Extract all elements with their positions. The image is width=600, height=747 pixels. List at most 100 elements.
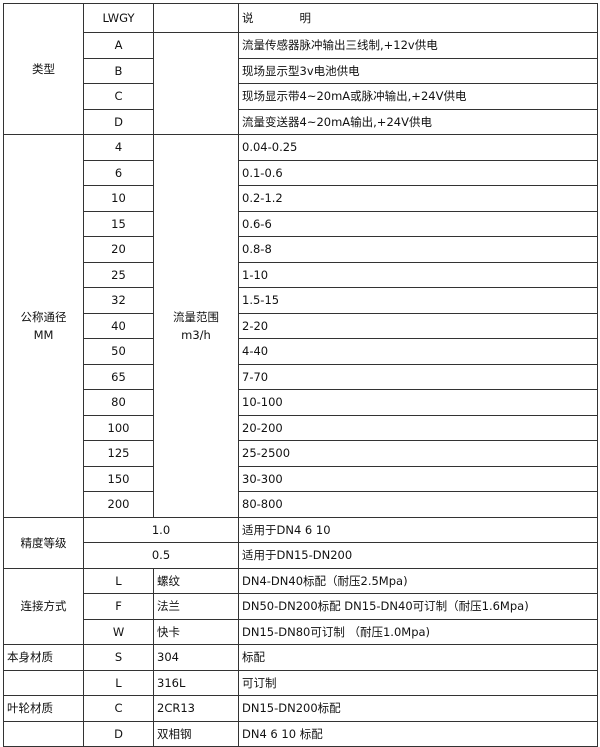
diameter-value: 32: [83, 287, 154, 314]
table-row: 40 2-20: [4, 312, 598, 339]
accuracy-description: 适用于DN4 6 10: [238, 516, 598, 543]
table-row: 6 0.1-0.6: [4, 159, 598, 186]
body-material-description: 标配: [238, 644, 598, 671]
flow-range-value: 0.8-8: [238, 236, 598, 263]
connection-description: DN50-DN200标配 DN15-DN40可订制（耐压1.6Mpa): [238, 593, 598, 620]
flow-range-value: 0.1-0.6: [238, 159, 598, 186]
table-row: 150 30-300: [4, 465, 598, 492]
accuracy-label: 精度等级: [3, 516, 84, 569]
flow-range-value: 7-70: [238, 363, 598, 390]
table-row: D 流量变送器4~20mA输出,+24V供电: [4, 108, 598, 135]
connection-name: 法兰: [153, 593, 239, 620]
flow-range-value: 0.2-1.2: [238, 185, 598, 212]
connection-label: 连接方式: [3, 567, 84, 645]
accuracy-description: 适用于DN15-DN200: [238, 542, 598, 569]
diameter-label: 公称通径 MM: [3, 134, 84, 518]
connection-code: L: [83, 567, 154, 594]
table-row: A 流量传感器脉冲输出三线制,+12v供电: [4, 32, 598, 135]
table-row: 10 0.2-1.2: [4, 185, 598, 212]
flow-range-label: 流量范围 m3/h: [153, 134, 239, 518]
table-row: F 法兰 DN50-DN200标配 DN15-DN40可订制（耐压1.6Mpa): [4, 593, 598, 620]
diameter-value: 100: [83, 414, 154, 441]
diameter-value: 65: [83, 363, 154, 390]
body-material-label: 本身材质: [3, 644, 84, 671]
body-material-description: 可订制: [238, 669, 598, 696]
flow-range-value: 80-800: [238, 491, 598, 518]
diameter-value: 50: [83, 338, 154, 365]
flow-range-value: 1-10: [238, 261, 598, 288]
table-row: 65 7-70: [4, 363, 598, 390]
flow-range-value: 25-2500: [238, 440, 598, 467]
table-row: B 现场显示型3v电池供电: [4, 57, 598, 84]
type-blank: [153, 32, 239, 135]
type-code: C: [83, 83, 154, 110]
type-code: A: [83, 32, 154, 59]
diameter-value: 4: [83, 134, 154, 161]
diameter-value: 40: [83, 312, 154, 339]
table-row: 25 1-10: [4, 261, 598, 288]
flow-range-value: 0.6-6: [238, 210, 598, 237]
accuracy-grade: 0.5: [83, 542, 239, 569]
table-row: 200 80-800: [4, 491, 598, 518]
type-description: 现场显示型3v电池供电: [238, 57, 598, 84]
table-row: 125 25-2500: [4, 440, 598, 467]
table-row: W 快卡 DN15-DN80可订制 （耐压1.0Mpa): [4, 618, 598, 645]
connection-description: DN4-DN40标配（耐压2.5Mpa): [238, 567, 598, 594]
type-description: 现场显示带4~20mA或脉冲输出,+24V供电: [238, 83, 598, 110]
body-material-name: 316L: [153, 669, 239, 696]
body-material-code: S: [83, 644, 154, 671]
diameter-value: 15: [83, 210, 154, 237]
impeller-material-code: C: [83, 695, 154, 722]
flow-range-value: 10-100: [238, 389, 598, 416]
impeller-material-label: 叶轮材质: [3, 695, 84, 722]
connection-code: F: [83, 593, 154, 620]
flow-range-value: 2-20: [238, 312, 598, 339]
flow-range-label-line1: 流量范围: [173, 309, 219, 324]
header-blank: [153, 3, 239, 33]
diameter-value: 20: [83, 236, 154, 263]
diameter-value: 80: [83, 389, 154, 416]
flow-range-value: 1.5-15: [238, 287, 598, 314]
flow-range-label-line2: m3/h: [181, 327, 211, 342]
connection-description: DN15-DN80可订制 （耐压1.0Mpa): [238, 618, 598, 645]
flow-range-value: 20-200: [238, 414, 598, 441]
impeller-material-description: DN15-DN200标配: [238, 695, 598, 722]
header-description: 说 明: [238, 3, 598, 33]
type-code: B: [83, 57, 154, 84]
table-row: 公称通径 MM 4 流量范围 m3/h 0.04-0.25: [3, 134, 598, 518]
table-row: 80 10-100: [4, 389, 598, 416]
type-description: 流量传感器脉冲输出三线制,+12v供电: [238, 32, 598, 59]
diameter-value: 200: [83, 491, 154, 518]
flow-range-value: 30-300: [238, 465, 598, 492]
type-label: 类型: [3, 3, 84, 135]
table-row: 50 4-40: [4, 338, 598, 365]
diameter-value: 150: [83, 465, 154, 492]
table-row: 0.5 适用于DN15-DN200: [4, 542, 598, 569]
accuracy-grade: 1.0: [83, 516, 239, 543]
type-description: 流量变送器4~20mA输出,+24V供电: [238, 108, 598, 135]
connection-code: W: [83, 618, 154, 645]
diameter-label-line1: 公称通径: [20, 309, 67, 324]
diameter-value: 125: [83, 440, 154, 467]
body-material-code: L: [83, 669, 154, 696]
diameter-label-line2: MM: [33, 327, 54, 342]
table-row: 精度等级 1.0 适用于DN4 6 10: [3, 516, 598, 569]
table-row: L 316L 可订制: [3, 669, 598, 696]
table-row: C 现场显示带4~20mA或脉冲输出,+24V供电: [4, 83, 598, 110]
connection-name: 螺纹: [153, 567, 239, 594]
flow-range-value: 4-40: [238, 338, 598, 365]
flow-range-value: 0.04-0.25: [238, 134, 598, 161]
table-row: 本身材质 S 304 标配: [3, 644, 598, 671]
impeller-material-name: 2CR13: [153, 695, 239, 722]
table-row: 连接方式 L 螺纹 DN4-DN40标配（耐压2.5Mpa): [3, 567, 598, 645]
table-row: 100 20-200: [4, 414, 598, 441]
connection-name: 快卡: [153, 618, 239, 645]
type-code: D: [83, 108, 154, 135]
table-row: 15 0.6-6: [4, 210, 598, 237]
table-row: 类型 LWGY 说 明: [3, 3, 598, 135]
header-model: LWGY: [83, 3, 154, 33]
body-material-label: [3, 669, 84, 696]
body-material-name: 304: [153, 644, 239, 671]
table-row: 32 1.5-15: [4, 287, 598, 314]
table-row: 20 0.8-8: [4, 236, 598, 263]
